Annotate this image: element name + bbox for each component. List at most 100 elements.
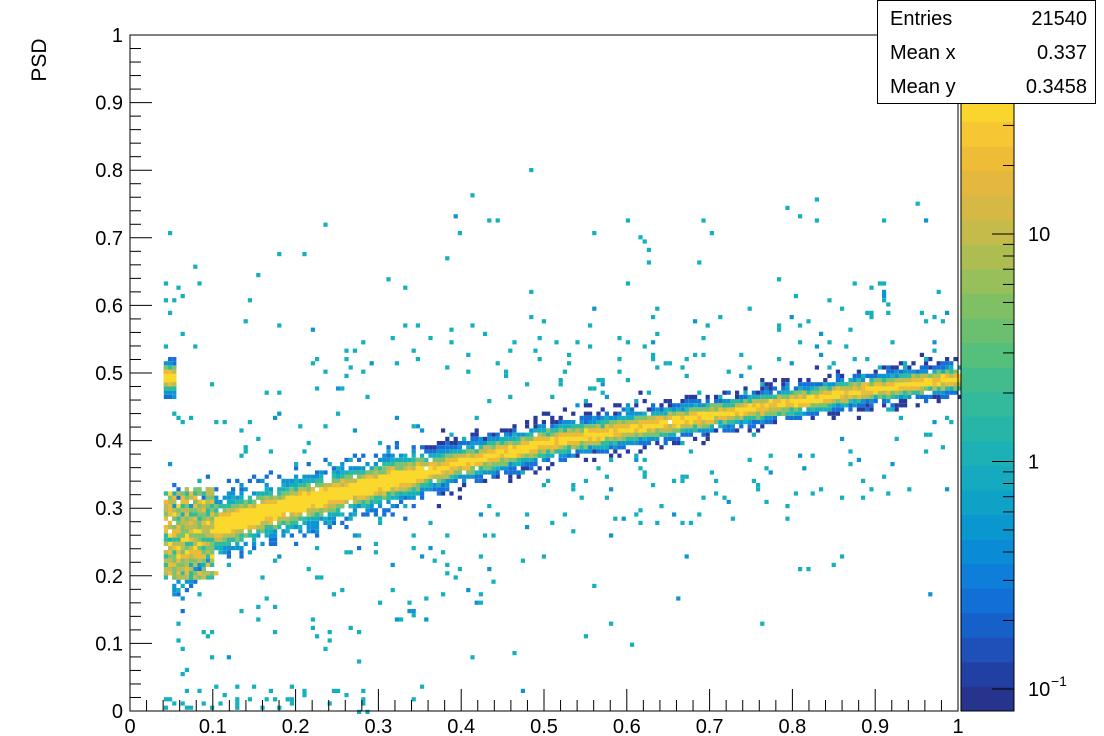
heatmap-cell — [390, 491, 395, 496]
heatmap-cell — [819, 407, 824, 412]
heatmap-cell — [697, 403, 702, 408]
heatmap-cell — [613, 449, 618, 454]
heatmap-cell — [911, 361, 916, 366]
heatmap-cell — [554, 445, 559, 450]
heatmap-cell — [319, 491, 324, 496]
heatmap-cell — [676, 441, 681, 446]
heatmap-cell — [701, 432, 706, 437]
heatmap-cell — [890, 373, 895, 378]
heatmap-cell — [672, 432, 677, 437]
heatmap-cell — [688, 399, 693, 404]
heatmap-cell — [432, 487, 437, 492]
heatmap-cell — [604, 411, 609, 416]
heatmap-cell — [340, 462, 345, 467]
heatmap-cell — [894, 390, 899, 395]
heatmap-cell — [760, 424, 765, 429]
heatmap-cell — [898, 361, 903, 366]
heatmap-cell — [596, 411, 601, 416]
heatmap-cell — [239, 537, 244, 542]
heatmap-cell — [768, 415, 773, 420]
heatmap-cell — [562, 457, 567, 462]
heatmap-cell — [533, 453, 538, 458]
heatmap-cell — [525, 445, 530, 450]
heatmap-cell — [751, 399, 756, 404]
heatmap-cell — [651, 428, 656, 433]
heatmap-cell — [730, 399, 735, 404]
heatmap-cell — [932, 390, 937, 395]
heatmap-cell — [180, 609, 185, 614]
heatmap-cell — [478, 470, 483, 475]
heatmap-cell — [869, 407, 874, 412]
heatmap-cell — [768, 403, 773, 408]
heatmap-cell — [907, 369, 912, 374]
heatmap-cell — [365, 474, 370, 479]
heatmap-cell — [873, 373, 878, 378]
heatmap-cell — [617, 403, 622, 408]
heatmap-cell — [315, 508, 320, 513]
heatmap-cell — [785, 386, 790, 391]
heatmap-cell — [953, 382, 958, 387]
heatmap-cell — [226, 525, 231, 530]
heatmap-cell — [827, 382, 832, 387]
heatmap-cell — [289, 520, 294, 525]
heatmap-cell — [268, 541, 273, 546]
heatmap-cell — [655, 411, 660, 416]
heatmap-cell — [428, 445, 433, 450]
heatmap-cell — [428, 462, 433, 467]
heatmap-cell — [613, 411, 618, 416]
heatmap-cell — [226, 478, 231, 483]
heatmap-cell — [239, 495, 244, 500]
heatmap-cell — [550, 415, 555, 420]
heatmap-cell — [285, 478, 290, 483]
heatmap-cell — [285, 499, 290, 504]
heatmap-cell — [806, 390, 811, 395]
heatmap-cell — [533, 441, 538, 446]
heatmap-cell — [235, 478, 240, 483]
heatmap-cell — [869, 403, 874, 408]
heatmap-cell — [567, 432, 572, 437]
heatmap-cell — [617, 441, 622, 446]
heatmap-cell — [252, 533, 257, 538]
heatmap-cell — [319, 470, 324, 475]
heatmap-cell — [739, 415, 744, 420]
heatmap-cell — [163, 361, 168, 366]
heatmap-cell — [352, 470, 357, 475]
heatmap-cell — [457, 453, 462, 458]
heatmap-cell — [483, 462, 488, 467]
heatmap-cell — [218, 533, 223, 538]
heatmap-cell — [445, 441, 450, 446]
heatmap-cell — [407, 474, 412, 479]
heatmap-cell — [470, 462, 475, 467]
heatmap-cell — [352, 504, 357, 509]
heatmap-cell — [411, 491, 416, 496]
heatmap-cell — [541, 445, 546, 450]
heatmap-cell — [180, 512, 185, 517]
heatmap-cell — [466, 441, 471, 446]
heatmap-cell — [499, 457, 504, 462]
heatmap-cell — [919, 390, 924, 395]
heatmap-cell — [428, 449, 433, 454]
heatmap-cell — [298, 495, 303, 500]
heatmap-cell — [508, 432, 513, 437]
heatmap-cell — [760, 415, 765, 420]
heatmap-cell — [273, 541, 278, 546]
heatmap-cell — [856, 394, 861, 399]
heatmap-cell — [340, 474, 345, 479]
heatmap-cell — [252, 499, 257, 504]
heatmap-cell — [882, 403, 887, 408]
heatmap-cell — [508, 466, 513, 471]
heatmap-cell — [310, 508, 315, 513]
heatmap-cell — [890, 390, 895, 395]
heatmap-cell — [369, 474, 374, 479]
heatmap-cell — [239, 533, 244, 538]
heatmap-cell — [428, 487, 433, 492]
heatmap-cell — [399, 478, 404, 483]
heatmap-cell — [323, 457, 328, 462]
heatmap-cell — [172, 373, 177, 378]
heatmap-cell — [344, 470, 349, 475]
heatmap-cell — [294, 474, 299, 479]
heatmap-cell — [701, 441, 706, 446]
heatmap-cell — [613, 424, 618, 429]
heatmap-cell — [457, 445, 462, 450]
heatmap-cell — [936, 386, 941, 391]
